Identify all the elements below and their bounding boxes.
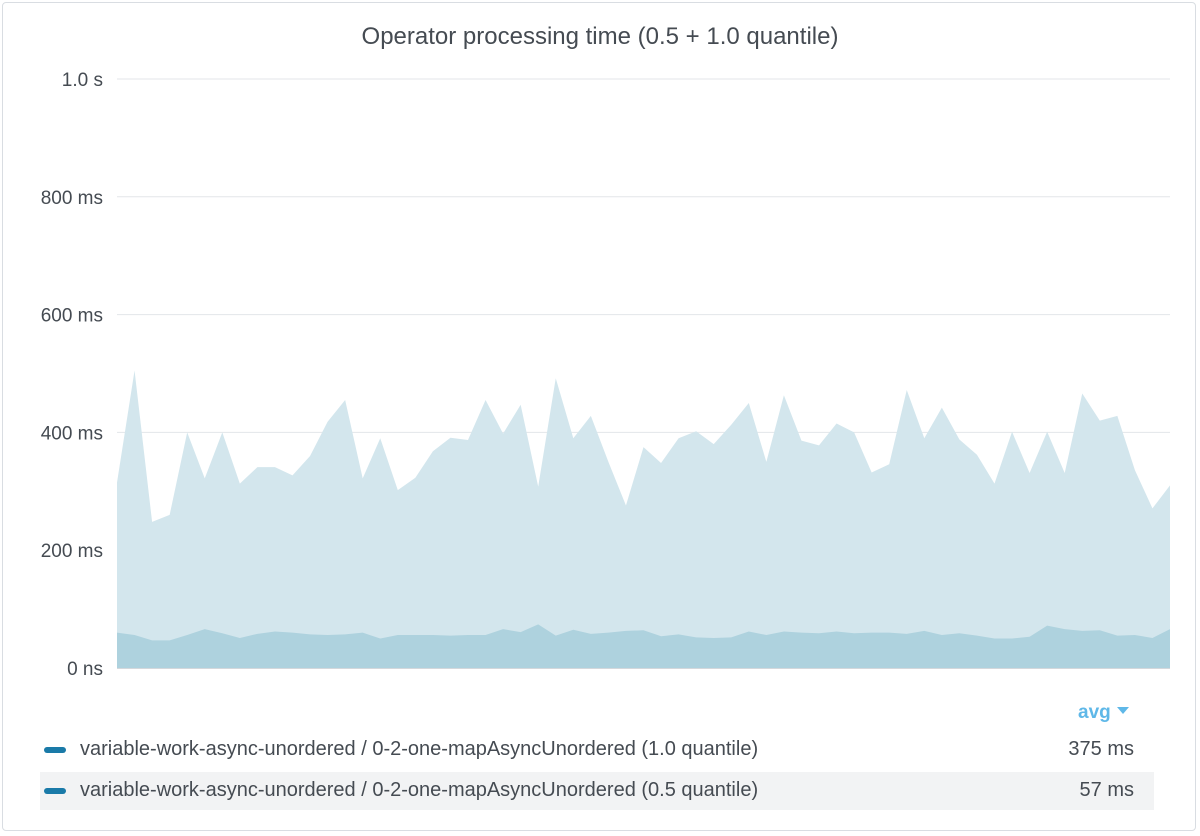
y-tick-label: 200 ms — [41, 541, 103, 562]
caret-down-icon — [1116, 707, 1129, 715]
series-area-median-quantile — [117, 624, 1170, 668]
legend-series-value: 375 ms — [1068, 738, 1134, 760]
y-tick-label: 0 ns — [67, 659, 103, 680]
y-axis-ticks: 0 ns 200 ms 400 ms 600 ms 800 ms 1.0 s — [41, 70, 103, 680]
series-area-max-quantile — [117, 370, 1170, 668]
y-tick-label: 400 ms — [41, 423, 103, 444]
legend-series-value: 57 ms — [1079, 779, 1134, 801]
legend-series-name: variable-work-async-unordered / 0-2-one-… — [80, 738, 759, 760]
aggregation-dropdown[interactable]: avg — [1078, 702, 1129, 724]
legend-item-max-quantile[interactable]: variable-work-async-unordered / 0-2-one-… — [40, 731, 1154, 769]
aggregation-label: avg — [1078, 702, 1111, 723]
legend-swatch-icon — [44, 747, 66, 753]
y-tick-label: 1.0 s — [62, 70, 103, 91]
legend-swatch-icon — [44, 788, 66, 794]
y-tick-label: 800 ms — [41, 188, 103, 209]
y-tick-label: 600 ms — [41, 306, 103, 327]
chart-title: Operator processing time (0.5 + 1.0 quan… — [361, 23, 839, 50]
legend-series-name: variable-work-async-unordered / 0-2-one-… — [80, 779, 759, 801]
legend-item-median-quantile[interactable]: variable-work-async-unordered / 0-2-one-… — [40, 772, 1154, 810]
chart-areas — [117, 370, 1170, 668]
